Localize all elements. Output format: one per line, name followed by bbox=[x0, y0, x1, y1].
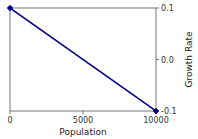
series-line bbox=[10, 8, 156, 111]
x-tick-label: 10000 bbox=[143, 116, 168, 125]
x-tick-label: 5000 bbox=[73, 116, 93, 125]
series-marker bbox=[153, 108, 159, 114]
y-tick bbox=[156, 59, 159, 60]
x-axis-label: Population bbox=[59, 127, 106, 137]
y-tick-label: 0.0 bbox=[161, 56, 174, 65]
series-marker bbox=[7, 5, 13, 11]
plot-frame bbox=[10, 8, 156, 111]
x-tick-label: 0 bbox=[7, 116, 12, 125]
marker-group bbox=[7, 5, 159, 114]
x-tick bbox=[10, 111, 11, 114]
series-group bbox=[10, 8, 156, 111]
y-tick-label: -0.1 bbox=[161, 107, 177, 116]
x-tick bbox=[83, 111, 84, 114]
y-tick-label: 0.1 bbox=[161, 4, 174, 13]
y-tick bbox=[156, 8, 159, 9]
chart: 0 5000 10000-0.1 0.0 0.1 Population Growth Rat… bbox=[0, 0, 198, 139]
y-axis-label: Growth Rate bbox=[184, 31, 194, 88]
